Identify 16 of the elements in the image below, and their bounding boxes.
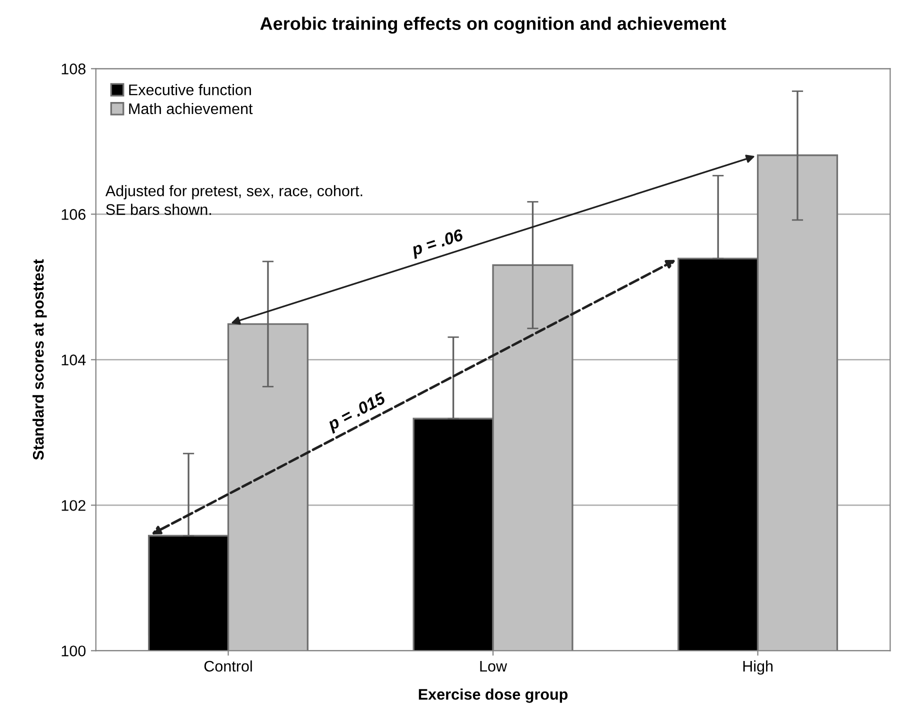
x-axis-title: Exercise dose group [418, 688, 568, 703]
annotation: p = .06 [410, 228, 466, 260]
chart-title: Aerobic training effects on cognition and achievement [260, 16, 726, 34]
x-tick-label: Control [204, 660, 252, 672]
y-tick-label: 100 [62, 646, 86, 656]
y-tick-label: 102 [62, 500, 86, 511]
x-tick-label: High [743, 660, 773, 675]
y-tick-label: 108 [62, 64, 86, 74]
y-tick-label: 106 [62, 209, 86, 220]
legend-label: Executive function [129, 84, 251, 96]
y-tick-label: 104 [62, 354, 86, 366]
x-tick-label: Low [480, 660, 508, 672]
y-axis-title: Standard scores at posttest [32, 259, 47, 460]
legend-label: Math achievement [129, 102, 253, 114]
annotation: Adjusted for pretest, sex, race, cohort. SE bars shown. [105, 185, 362, 215]
annotation: p = .015 [326, 392, 388, 434]
